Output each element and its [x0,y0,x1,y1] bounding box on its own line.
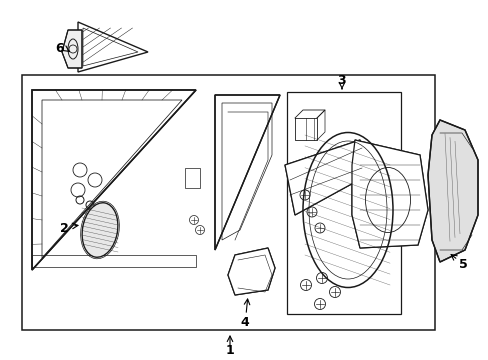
Bar [184,168,200,188]
Polygon shape [427,120,477,262]
Text: 6: 6 [56,41,64,54]
Text: 1: 1 [225,343,234,356]
Polygon shape [62,30,82,68]
Bar [22,75,434,330]
Text: 2: 2 [60,221,68,234]
Polygon shape [351,140,427,248]
Bar [286,92,400,314]
Polygon shape [32,90,196,270]
Bar [100,215,112,233]
Text: 5: 5 [458,258,467,271]
Text: 4: 4 [240,316,249,329]
Polygon shape [227,248,274,295]
Ellipse shape [82,203,118,257]
Text: 3: 3 [337,73,346,86]
Bar [32,255,196,267]
Polygon shape [285,140,367,215]
Polygon shape [215,95,280,250]
